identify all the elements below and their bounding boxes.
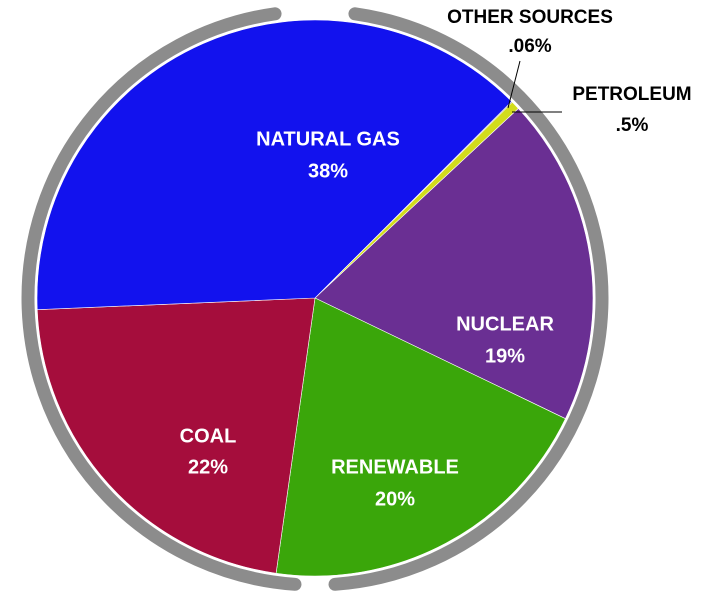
slice-value: 38%	[308, 160, 348, 182]
slice-value: .5%	[616, 115, 649, 136]
slice-value: .06%	[508, 36, 551, 57]
slice-value: 22%	[188, 456, 228, 478]
slice-value: 20%	[375, 488, 415, 510]
slice-label: COAL	[180, 425, 237, 447]
chart: OTHER SOURCES .06% PETROLEUM .5% NUCLEAR 19% R…	[0, 0, 711, 594]
slice-label: NATURAL GAS	[256, 128, 400, 150]
slice-label: OTHER SOURCES	[447, 7, 613, 28]
slice-label: PETROLEUM	[572, 84, 691, 105]
slice-label: RENEWABLE	[331, 456, 459, 478]
pie-slice	[37, 298, 315, 573]
slice-value: 19%	[485, 345, 525, 367]
slice-label: NUCLEAR	[456, 313, 554, 335]
